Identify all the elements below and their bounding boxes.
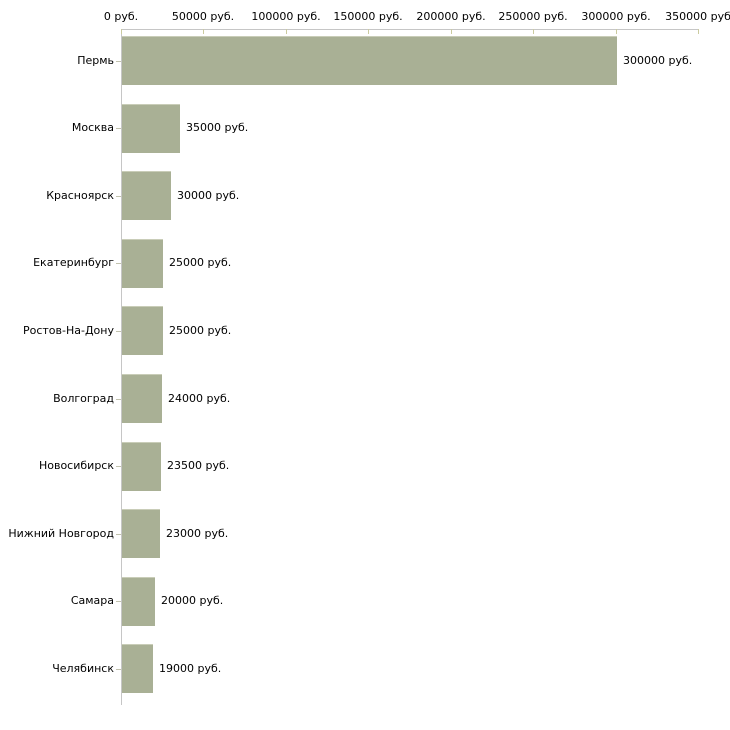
row-tick-mark [116, 128, 121, 129]
bar [122, 36, 617, 85]
category-label: Новосибирск [38, 459, 114, 472]
category-label: Москва [71, 121, 114, 134]
bar [122, 104, 180, 153]
category-label: Ростов-На-Дону [22, 324, 114, 337]
value-label: 300000 руб. [623, 54, 693, 67]
value-label: 30000 руб. [177, 189, 240, 202]
row-tick-mark [116, 534, 121, 535]
bar [122, 306, 163, 355]
row-tick-mark [116, 669, 121, 670]
x-tick-label: 100000 руб. [251, 10, 321, 23]
row-tick-mark [116, 399, 121, 400]
x-tick-mark [616, 29, 617, 34]
x-tick-mark [533, 29, 534, 34]
row-tick-mark [116, 61, 121, 62]
x-tick-mark [121, 29, 122, 34]
category-label: Екатеринбург [33, 256, 114, 269]
x-tick-label: 350000 руб [665, 10, 730, 23]
value-label: 25000 руб. [169, 324, 232, 337]
x-tick-mark [286, 29, 287, 34]
x-tick-label: 0 руб. [103, 10, 139, 23]
value-label: 25000 руб. [169, 256, 232, 269]
x-tick-mark [368, 29, 369, 34]
x-tick-mark [451, 29, 452, 34]
value-label: 24000 руб. [168, 392, 231, 405]
x-tick-label: 250000 руб. [498, 10, 568, 23]
bar [122, 644, 153, 693]
y-axis-line [121, 29, 122, 705]
row-tick-mark [116, 263, 121, 264]
category-label: Челябинск [52, 662, 114, 675]
value-label: 19000 руб. [159, 662, 222, 675]
row-tick-mark [116, 466, 121, 467]
x-axis-line [121, 29, 699, 30]
row-tick-mark [116, 196, 121, 197]
x-tick-mark [203, 29, 204, 34]
value-label: 35000 руб. [186, 121, 249, 134]
x-tick-mark [698, 29, 699, 34]
bar [122, 509, 160, 558]
bar [122, 577, 155, 626]
category-label: Самара [70, 594, 114, 607]
row-tick-mark [116, 601, 121, 602]
bar [122, 442, 161, 491]
value-label: 23500 руб. [167, 459, 230, 472]
x-tick-label: 200000 руб. [416, 10, 486, 23]
row-tick-mark [116, 331, 121, 332]
bar [122, 374, 162, 423]
x-tick-label: 150000 руб. [333, 10, 403, 23]
x-tick-label: 300000 руб. [581, 10, 651, 23]
value-label: 20000 руб. [161, 594, 224, 607]
value-label: 23000 руб. [166, 527, 229, 540]
x-tick-label: 50000 руб. [171, 10, 235, 23]
bar [122, 171, 171, 220]
category-label: Нижний Новгород [8, 527, 114, 540]
category-label: Волгоград [53, 392, 114, 405]
category-label: Красноярск [46, 189, 114, 202]
category-label: Пермь [77, 54, 114, 67]
bar [122, 239, 163, 288]
